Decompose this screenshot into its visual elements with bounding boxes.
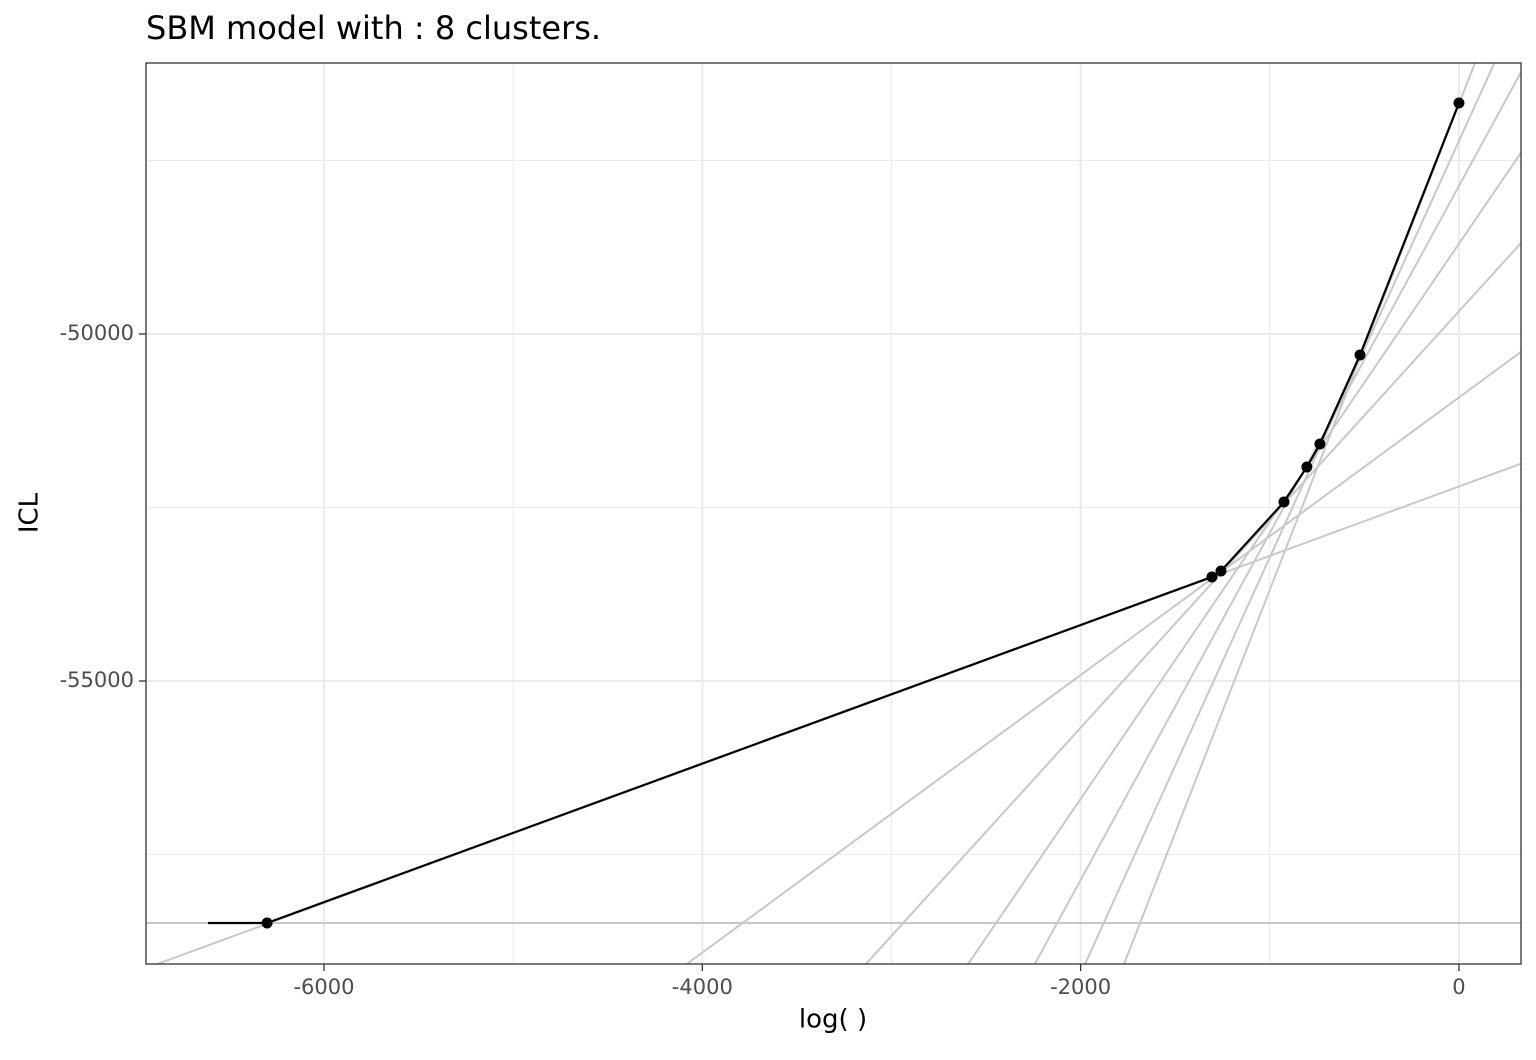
point xyxy=(1354,349,1366,361)
panel-border xyxy=(145,62,1522,965)
x-tick-label: 0 xyxy=(1452,975,1465,999)
y-axis-label: ICL xyxy=(15,492,45,533)
reference-line xyxy=(1123,63,1476,964)
point xyxy=(1278,496,1290,508)
point xyxy=(1206,571,1218,583)
grid xyxy=(146,63,1521,964)
chart-title: SBM model with : 8 clusters. xyxy=(146,9,601,47)
point xyxy=(1215,565,1227,577)
y-tick-label: -55000 xyxy=(60,668,134,692)
x-axis-label: log( ) xyxy=(799,1005,867,1035)
point xyxy=(1314,438,1326,450)
point xyxy=(1453,97,1465,109)
x-tick-label: -4000 xyxy=(672,975,733,999)
reference-line xyxy=(864,242,1521,964)
x-tick-label: -2000 xyxy=(1050,975,1111,999)
axes: -6000 -4000 -2000 0 -55000 -50000 xyxy=(60,321,1466,999)
point xyxy=(261,917,273,929)
reference-line xyxy=(1033,71,1521,964)
marks xyxy=(208,97,1465,929)
x-tick-label: -6000 xyxy=(293,975,354,999)
reference-line xyxy=(1083,63,1496,964)
y-tick-label: -50000 xyxy=(60,321,134,345)
point xyxy=(1301,461,1313,473)
reference-line xyxy=(685,351,1521,964)
